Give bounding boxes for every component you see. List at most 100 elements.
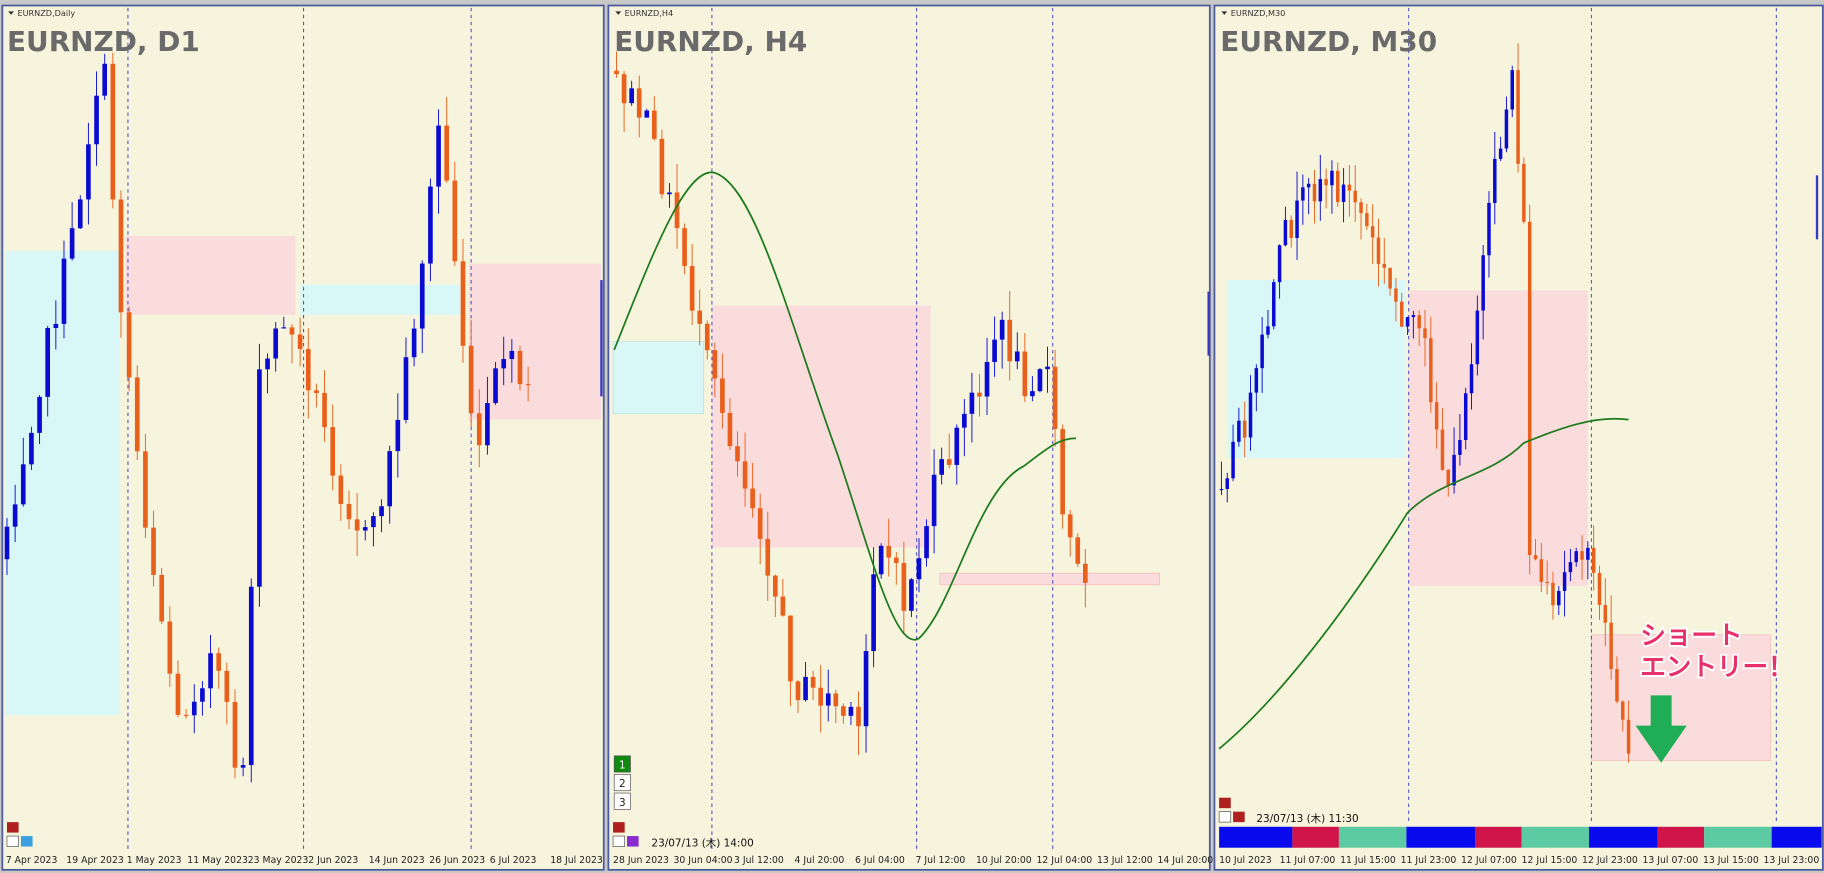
candle-body xyxy=(644,110,650,118)
candle-body xyxy=(305,349,311,391)
tab-button-label[interactable]: 3 xyxy=(619,797,626,809)
x-tick-label: 10 Jul 20:00 xyxy=(976,855,1032,866)
candle-body xyxy=(273,328,279,359)
candle-body xyxy=(208,653,213,689)
session-bar xyxy=(1219,826,1822,848)
candle-body xyxy=(330,427,336,476)
candle-body xyxy=(924,526,929,559)
candle-body xyxy=(20,464,26,505)
x-tick-label: 12 Jul 04:00 xyxy=(1036,855,1092,866)
candle-body xyxy=(77,199,83,229)
candle-body xyxy=(1551,582,1555,606)
x-tick-label: 7 Apr 2023 xyxy=(6,855,58,866)
control-icon[interactable] xyxy=(1233,811,1245,823)
candle-body xyxy=(818,687,824,706)
candle-body xyxy=(674,192,680,229)
candle-body xyxy=(735,446,740,462)
x-tick-label: 11 Jul 07:00 xyxy=(1280,855,1336,866)
tab-button-box[interactable] xyxy=(613,792,631,810)
control-icon[interactable] xyxy=(6,822,19,833)
close-icon[interactable] xyxy=(6,835,19,847)
dropdown-icon[interactable] xyxy=(8,11,14,15)
control-icon[interactable] xyxy=(1219,797,1231,809)
candle-body xyxy=(29,432,34,465)
candle-body xyxy=(1603,604,1608,623)
candle-body xyxy=(411,328,417,358)
candle-body xyxy=(742,461,748,489)
candle-body xyxy=(37,396,42,433)
tab-button[interactable]: 3 xyxy=(613,792,631,810)
candle-body xyxy=(1423,328,1427,339)
close-icon[interactable] xyxy=(612,835,626,847)
x-tick-label: 11 Jul 15:00 xyxy=(1340,855,1396,866)
candle-body xyxy=(886,545,892,558)
tab-button[interactable]: 1 xyxy=(613,755,631,773)
bar-segment xyxy=(1657,826,1705,848)
dropdown-icon[interactable] xyxy=(1221,11,1228,15)
x-tick-label: 12 Jul 15:00 xyxy=(1522,855,1578,866)
candle-body xyxy=(338,475,344,504)
x-tick-label: 7 Jul 12:00 xyxy=(915,855,965,866)
timestamp: 23/07/13 (木) 14:00 xyxy=(651,838,753,850)
control-icon[interactable] xyxy=(613,822,625,833)
candle-body xyxy=(863,651,869,727)
candle-body xyxy=(1045,366,1050,370)
candle-body xyxy=(720,378,725,413)
tab-button-label[interactable]: 2 xyxy=(619,778,626,790)
candle-body xyxy=(946,459,952,465)
candle-body xyxy=(1283,219,1288,246)
candle-body xyxy=(1075,537,1081,564)
candle-body xyxy=(1626,719,1631,754)
bar-segment xyxy=(1521,826,1590,848)
candle-body xyxy=(1266,326,1270,335)
tab-button[interactable]: 2 xyxy=(613,774,631,792)
dropdown-icon[interactable] xyxy=(615,11,622,15)
candle-body xyxy=(452,180,458,262)
candle-body xyxy=(636,88,642,118)
candle-body xyxy=(371,516,376,528)
x-tick-label: 10 Jul 2023 xyxy=(1219,855,1272,866)
zone xyxy=(939,572,1161,586)
candle-body xyxy=(1522,163,1526,222)
candle-body xyxy=(1504,109,1509,149)
candle-body xyxy=(167,621,173,674)
candle-body xyxy=(1446,469,1451,486)
zone xyxy=(711,305,931,548)
candle-body xyxy=(1272,282,1276,327)
candle-body xyxy=(1260,334,1264,369)
candle-body xyxy=(485,403,490,446)
candle-body xyxy=(1399,301,1404,327)
candle-body xyxy=(1330,170,1334,186)
candle-body xyxy=(1429,338,1433,403)
close-icon[interactable] xyxy=(1218,811,1232,823)
candle-body xyxy=(901,562,907,611)
candle-body xyxy=(1312,183,1317,202)
x-tick-label: 11 Jul 23:00 xyxy=(1401,855,1457,866)
bar-segment xyxy=(1704,826,1772,848)
candle-body xyxy=(1597,572,1602,605)
bar-segment xyxy=(1771,826,1822,848)
candle-body xyxy=(704,323,710,351)
candle-body xyxy=(803,676,808,701)
x-tick-label: 18 Jul 2023 xyxy=(550,855,603,866)
tab-button-label[interactable]: 1 xyxy=(619,760,626,772)
candle-body xyxy=(1225,478,1229,489)
bar-segment xyxy=(1406,826,1476,848)
x-tick-label: 11 May 2023 xyxy=(187,855,248,866)
candle-body xyxy=(1295,200,1299,238)
candle-body xyxy=(362,527,368,531)
candle-body xyxy=(1434,402,1439,430)
symbol-label: EURNZD,Daily xyxy=(17,8,75,18)
candle-body xyxy=(1237,420,1241,442)
candle-body xyxy=(667,192,672,195)
tab-button-box[interactable] xyxy=(613,755,631,773)
control-icon[interactable] xyxy=(20,836,33,847)
candle-body xyxy=(175,673,181,715)
candle-body xyxy=(682,228,687,266)
candle-body xyxy=(1463,393,1468,440)
candle-body xyxy=(151,527,156,575)
control-icon[interactable] xyxy=(627,836,639,847)
candle-body xyxy=(1231,441,1235,479)
candle-body xyxy=(1580,551,1584,560)
tab-button-box[interactable] xyxy=(613,774,631,792)
